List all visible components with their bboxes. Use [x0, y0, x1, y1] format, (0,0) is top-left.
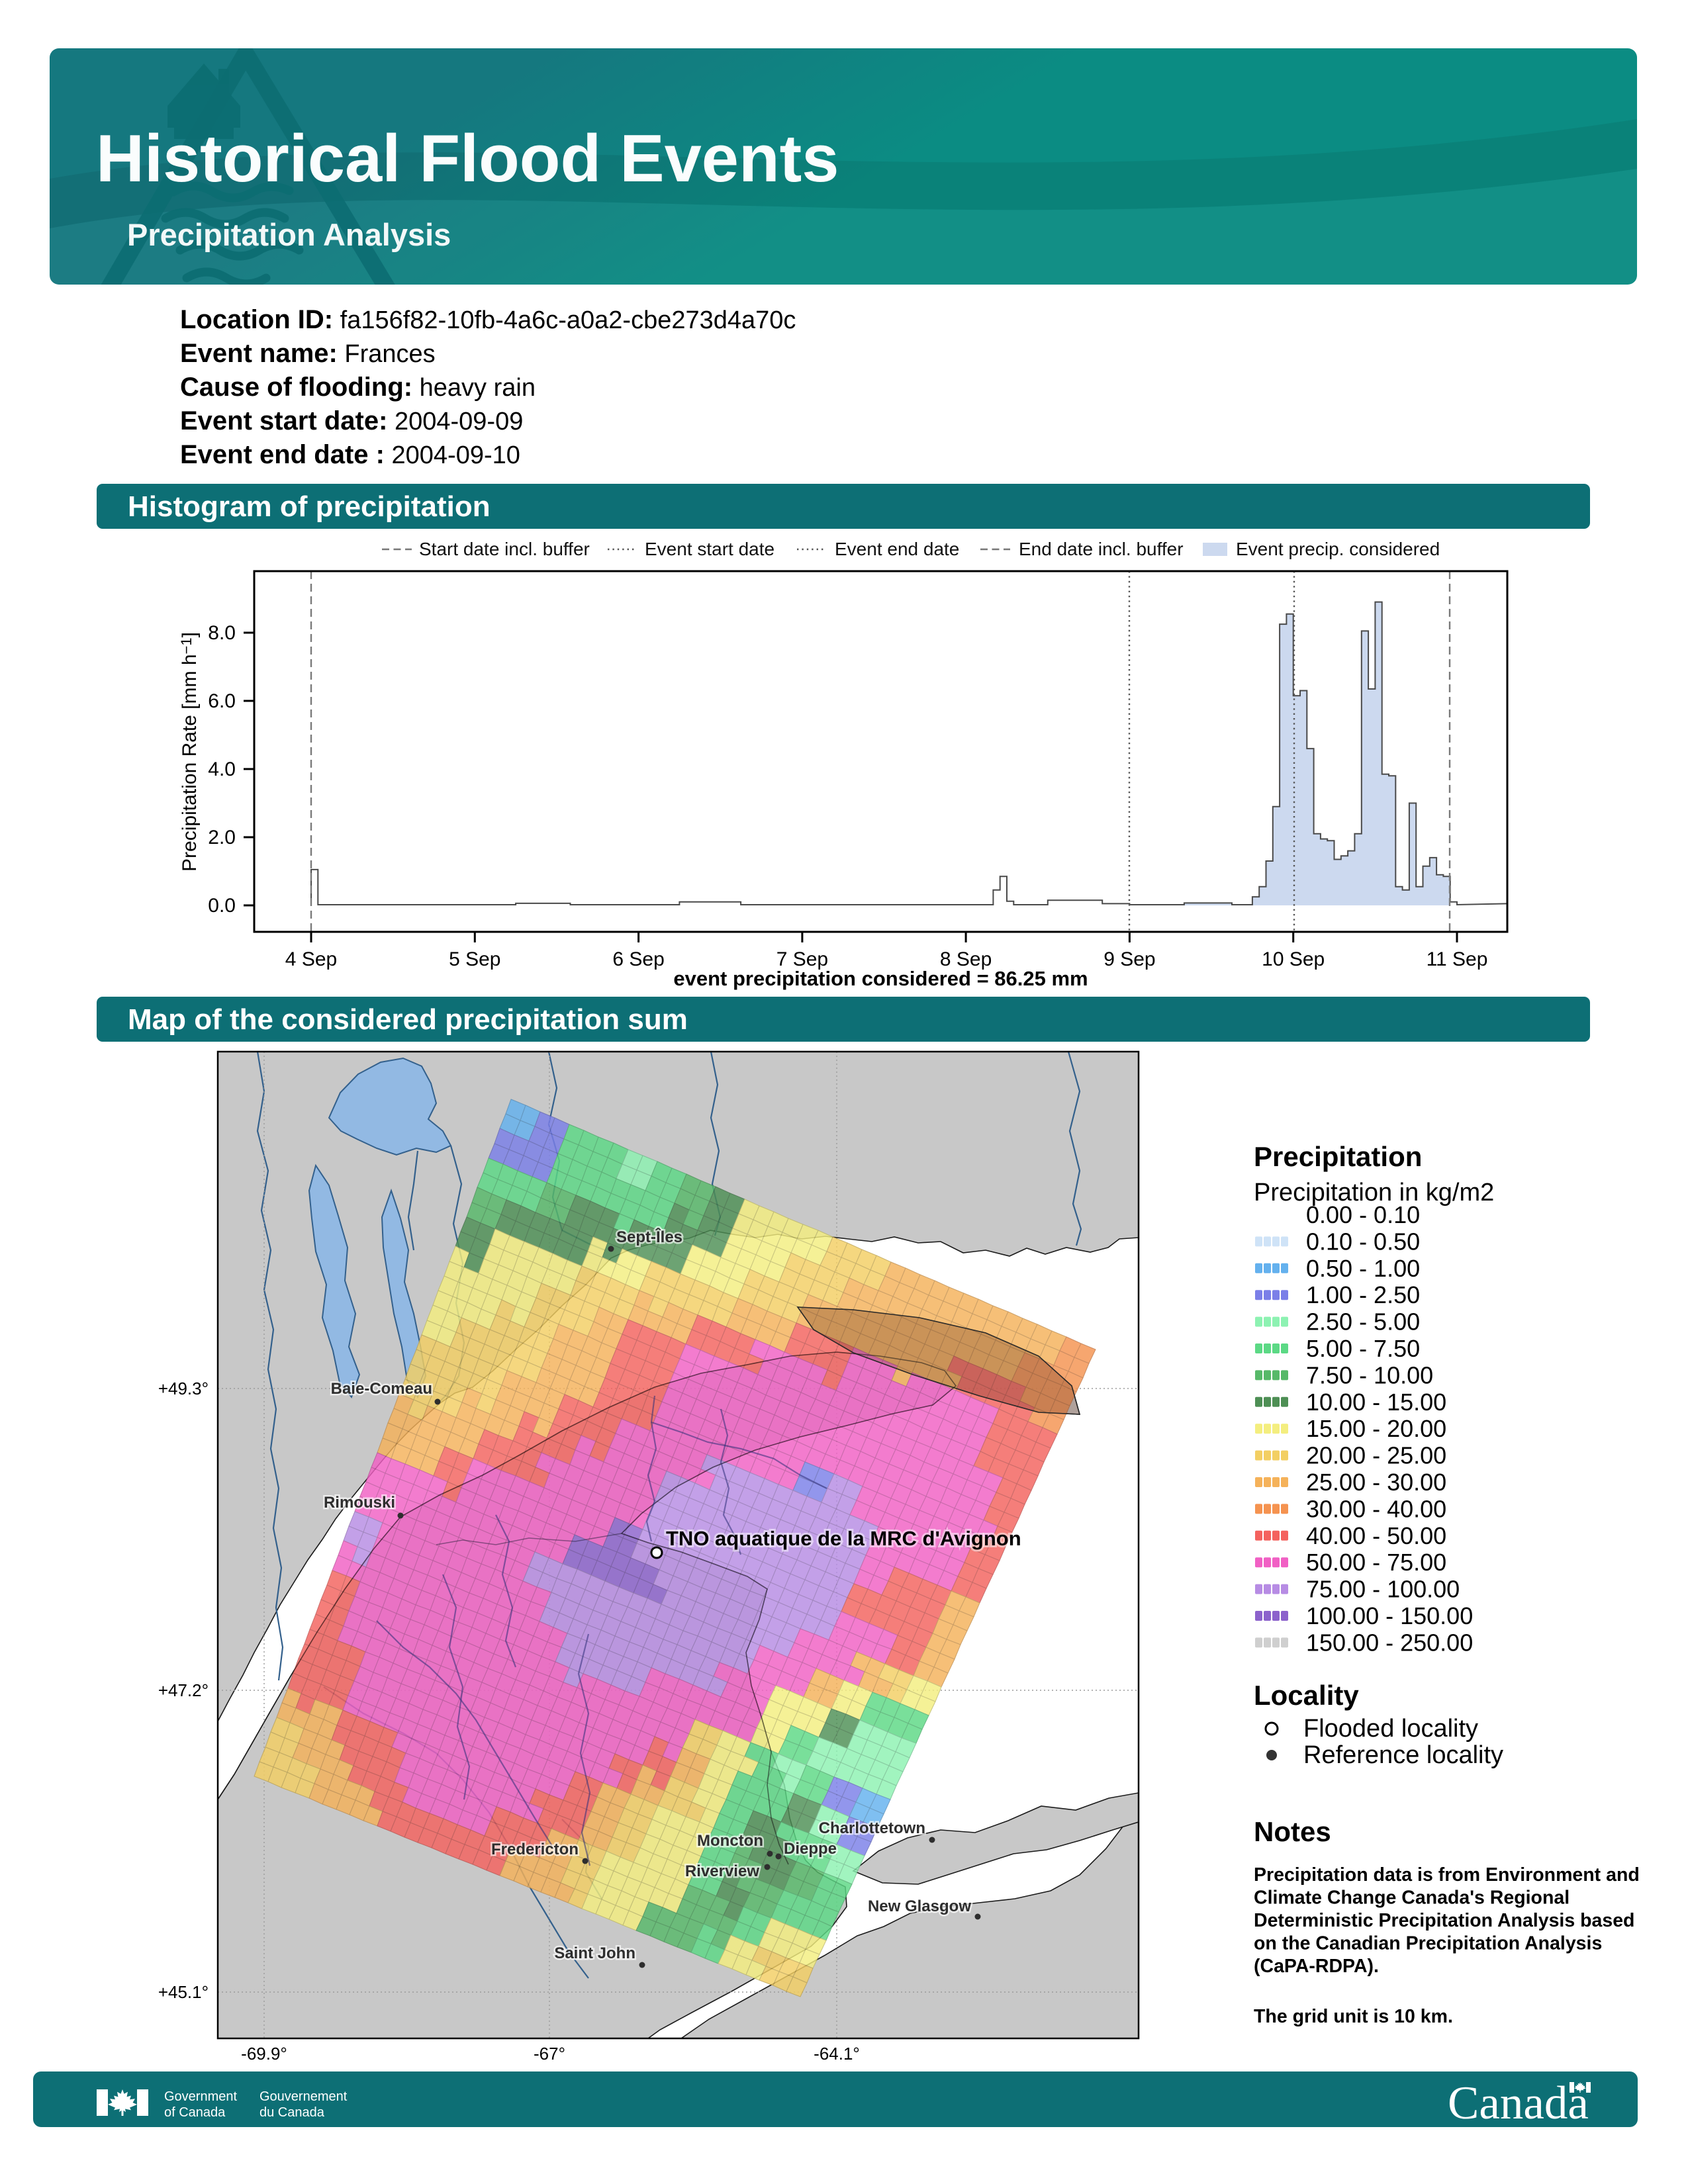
svg-text:Notes: Notes	[1254, 1816, 1331, 1847]
svg-text:event precipitation considered: event precipitation considered = 86.25 m…	[673, 967, 1088, 990]
svg-text:Charlottetown: Charlottetown	[819, 1819, 925, 1837]
svg-text:8 Sep: 8 Sep	[940, 948, 992, 970]
svg-text:2.0: 2.0	[208, 827, 236, 848]
svg-text:15.00 - 20.00: 15.00 - 20.00	[1306, 1415, 1446, 1442]
svg-text:du Canada: du Canada	[259, 2105, 325, 2120]
svg-text:(CaPA-RDPA).: (CaPA-RDPA).	[1254, 1956, 1379, 1977]
svg-text:Reference locality: Reference locality	[1303, 1741, 1503, 1769]
svg-text:4 Sep: 4 Sep	[285, 948, 337, 970]
svg-text:The grid unit is 10 km.: The grid unit is 10 km.	[1254, 2006, 1453, 2027]
svg-text:Event name: Frances: Event name: Frances	[180, 339, 436, 368]
svg-text:10 Sep: 10 Sep	[1262, 948, 1325, 970]
svg-text:-64.1°: -64.1°	[814, 2044, 860, 2064]
svg-text:Histogram of precipitation: Histogram of precipitation	[128, 490, 491, 523]
svg-text:New Glasgow: New Glasgow	[868, 1897, 971, 1915]
svg-text:Location ID: fa156f82-10fb-4a6: Location ID: fa156f82-10fb-4a6c-a0a2-cbe…	[180, 305, 796, 334]
svg-text:4.0: 4.0	[208, 758, 236, 780]
svg-text:-69.9°: -69.9°	[241, 2044, 287, 2064]
svg-text:Moncton: Moncton	[697, 1832, 763, 1850]
svg-text:Riverview: Riverview	[685, 1862, 759, 1880]
svg-text:Precipitation Rate [mm h−1]: Precipitation Rate [mm h−1]	[178, 632, 201, 872]
svg-text:10.00 - 15.00: 10.00 - 15.00	[1306, 1388, 1446, 1416]
svg-text:Event end date: Event end date	[835, 539, 959, 559]
svg-text:Sept-Îles: Sept-Îles	[616, 1228, 682, 1246]
svg-text:6 Sep: 6 Sep	[612, 948, 664, 970]
svg-text:Map of the considered precipit: Map of the considered precipitation sum	[128, 1003, 688, 1036]
svg-text:+45.1°: +45.1°	[158, 1982, 209, 2002]
svg-text:Climate Change Canada's Region: Climate Change Canada's Regional	[1254, 1888, 1570, 1909]
svg-text:Precipitation data is from Env: Precipitation data is from Environment a…	[1254, 1864, 1640, 1886]
svg-text:of Canada: of Canada	[164, 2105, 226, 2120]
svg-text:100.00 - 150.00: 100.00 - 150.00	[1306, 1602, 1473, 1629]
svg-text:Rimouski: Rimouski	[324, 1494, 395, 1512]
svg-text:5 Sep: 5 Sep	[449, 948, 500, 970]
svg-text:9 Sep: 9 Sep	[1103, 948, 1155, 970]
svg-text:5.00 - 7.50: 5.00 - 7.50	[1306, 1335, 1420, 1362]
svg-text:40.00 - 50.00: 40.00 - 50.00	[1306, 1522, 1446, 1549]
svg-text:Cause of flooding: heavy rain: Cause of flooding: heavy rain	[180, 373, 536, 402]
svg-text:Event precip. considered: Event precip. considered	[1236, 539, 1440, 559]
svg-text:Canada: Canada	[1448, 2077, 1589, 2129]
svg-text:7 Sep: 7 Sep	[776, 948, 828, 970]
svg-text:Gouvernement: Gouvernement	[259, 2089, 348, 2104]
svg-text:2.50 - 5.00: 2.50 - 5.00	[1306, 1308, 1420, 1336]
svg-text:Precipitation Analysis: Precipitation Analysis	[127, 217, 451, 252]
svg-text:Historical Flood Events: Historical Flood Events	[96, 122, 839, 196]
svg-text:End date incl. buffer: End date incl. buffer	[1019, 539, 1184, 559]
svg-text:11 Sep: 11 Sep	[1427, 948, 1488, 970]
svg-text:TNO aquatique de la MRC d'Avig: TNO aquatique de la MRC d'Avignon	[666, 1527, 1021, 1550]
svg-text:20.00 - 25.00: 20.00 - 25.00	[1306, 1442, 1446, 1469]
svg-text:Deterministic Precipitation An: Deterministic Precipitation Analysis bas…	[1254, 1910, 1634, 1931]
svg-text:Government: Government	[164, 2089, 237, 2104]
svg-text:8.0: 8.0	[208, 622, 236, 644]
svg-text:Event start date: 2004-09-09: Event start date: 2004-09-09	[180, 406, 523, 435]
svg-text:Saint John: Saint John	[554, 1944, 635, 1962]
svg-text:Locality: Locality	[1254, 1680, 1359, 1711]
svg-text:Dieppe: Dieppe	[784, 1840, 837, 1858]
svg-text:+47.2°: +47.2°	[158, 1680, 209, 1700]
svg-text:6.0: 6.0	[208, 690, 236, 712]
svg-text:Start date incl. buffer: Start date incl. buffer	[419, 539, 590, 559]
svg-text:0.50 - 1.00: 0.50 - 1.00	[1306, 1255, 1420, 1282]
svg-text:Event start date: Event start date	[645, 539, 774, 559]
svg-text:75.00 - 100.00: 75.00 - 100.00	[1306, 1576, 1460, 1603]
svg-text:Fredericton: Fredericton	[491, 1841, 579, 1858]
svg-text:0.00 - 0.10: 0.00 - 0.10	[1306, 1201, 1420, 1228]
svg-text:+49.3°: +49.3°	[158, 1379, 209, 1398]
svg-text:-67°: -67°	[534, 2044, 565, 2064]
svg-text:7.50 - 10.00: 7.50 - 10.00	[1306, 1361, 1433, 1388]
svg-text:Baie-Comeau: Baie-Comeau	[331, 1380, 432, 1398]
svg-text:0.10 - 0.50: 0.10 - 0.50	[1306, 1228, 1420, 1255]
svg-text:150.00 - 250.00: 150.00 - 250.00	[1306, 1629, 1473, 1656]
svg-text:1.00 - 2.50: 1.00 - 2.50	[1306, 1281, 1420, 1308]
svg-text:Precipitation: Precipitation	[1254, 1141, 1422, 1172]
svg-text:Flooded locality: Flooded locality	[1303, 1715, 1478, 1743]
svg-text:0.0: 0.0	[208, 895, 236, 917]
svg-text:30.00 - 40.00: 30.00 - 40.00	[1306, 1495, 1446, 1522]
svg-text:50.00 - 75.00: 50.00 - 75.00	[1306, 1549, 1446, 1576]
svg-text:on the Canadian Precipitation: on the Canadian Precipitation Analysis	[1254, 1933, 1602, 1954]
svg-text:Event end date : 2004-09-10: Event end date : 2004-09-10	[180, 440, 520, 469]
svg-text:Precipitation in kg/m2: Precipitation in kg/m2	[1254, 1179, 1494, 1206]
svg-text:25.00 - 30.00: 25.00 - 30.00	[1306, 1469, 1446, 1496]
